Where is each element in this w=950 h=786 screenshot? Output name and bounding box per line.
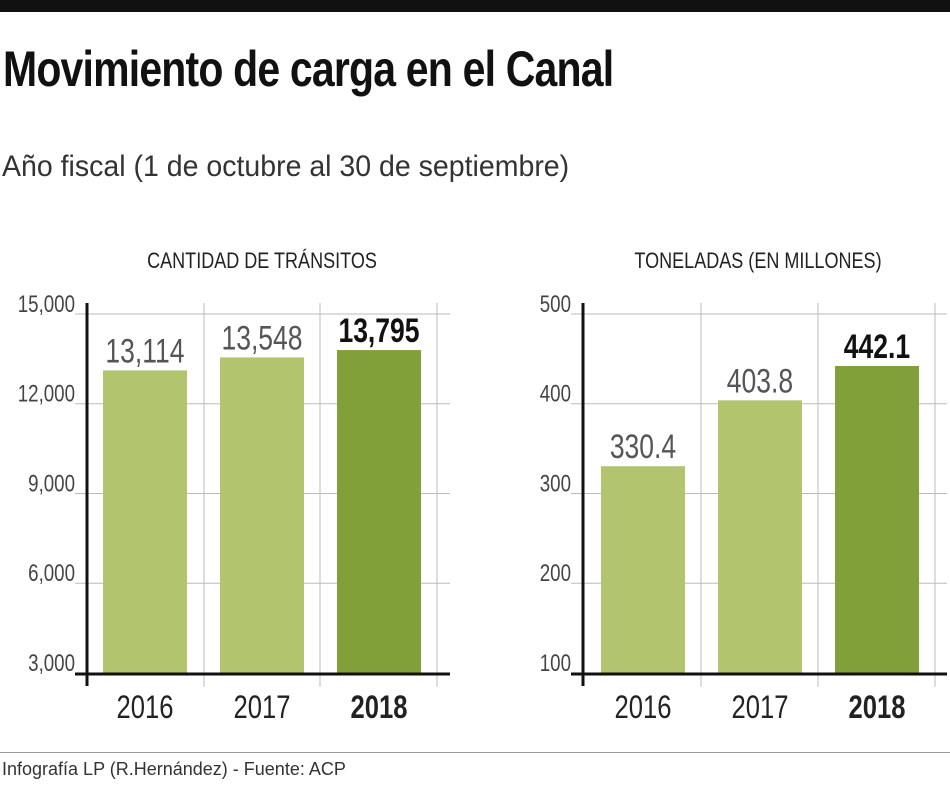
bar-2018 (835, 365, 919, 673)
y-tick-label: 15,000 (18, 291, 75, 318)
data-label: 330.4 (610, 428, 676, 466)
chart-1: CANTIDAD DE TRÁNSITOS 3,000 6,000 9,000 12,0… (18, 248, 450, 726)
y-tick-label: 400 (540, 381, 571, 408)
footer-divider (0, 752, 950, 753)
x-tick-label: 2017 (234, 690, 291, 725)
y-tick-label: 3,000 (28, 650, 75, 677)
x-tick-label: 2016 (615, 690, 672, 725)
y-tick-label: 9,000 (28, 470, 75, 497)
chart-title: CANTIDAD DE TRÁNSITOS (147, 248, 377, 273)
bar-2016 (601, 466, 685, 673)
x-tick-label: 2018 (849, 690, 906, 725)
charts: CANTIDAD DE TRÁNSITOS 3,000 6,000 9,000 12,0… (18, 248, 947, 726)
x-tick-label: 2018 (351, 690, 408, 725)
x-tick-label: 2016 (117, 690, 174, 725)
bar-2018 (337, 350, 421, 673)
bar-2017 (718, 400, 802, 673)
data-label: 13,114 (105, 332, 184, 370)
y-tick-label: 200 (540, 560, 571, 587)
data-label: 442.1 (844, 328, 910, 366)
bar-2017 (220, 357, 304, 673)
y-tick-label: 100 (540, 650, 571, 677)
page-subtitle: Año fiscal (1 de octubre al 30 de septie… (2, 150, 570, 183)
y-tick-label: 6,000 (28, 560, 75, 587)
data-label: 403.8 (727, 362, 793, 400)
chart-2: TONELADAS (EN MILLONES) 100 200 300 400 500 33… (540, 249, 947, 726)
x-tick-label: 2017 (732, 690, 789, 725)
y-tick-label: 300 (540, 470, 571, 497)
data-label: 13,795 (338, 312, 419, 350)
chart-title: TONELADAS (EN MILLONES) (634, 249, 881, 273)
page-title: Movimiento de carga en el Canal (3, 41, 614, 97)
footer-credit: Infografía LP (R.Hernández) - Fuente: AC… (2, 759, 346, 779)
top-bar (0, 0, 950, 12)
data-label: 13,548 (221, 319, 302, 357)
y-tick-label: 12,000 (18, 381, 75, 408)
bar-2016 (103, 370, 187, 673)
y-tick-label: 500 (540, 291, 571, 318)
